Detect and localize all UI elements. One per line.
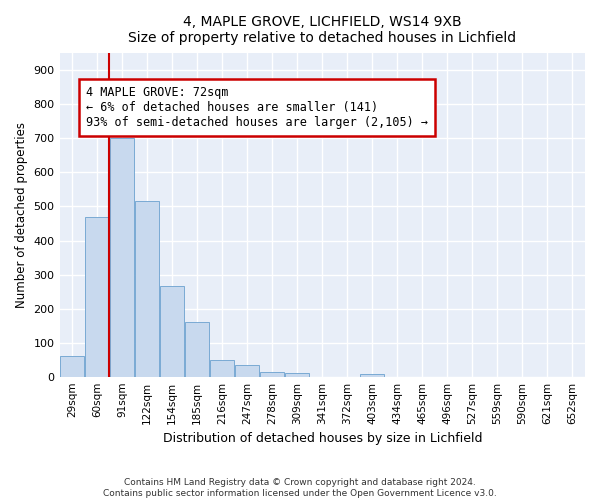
Bar — [135, 202, 159, 376]
X-axis label: Distribution of detached houses by size in Lichfield: Distribution of detached houses by size … — [163, 432, 482, 445]
Text: 4 MAPLE GROVE: 72sqm
← 6% of detached houses are smaller (141)
93% of semi-detac: 4 MAPLE GROVE: 72sqm ← 6% of detached ho… — [86, 86, 428, 128]
Bar — [286, 374, 309, 376]
Bar — [235, 365, 259, 376]
Bar — [160, 286, 184, 376]
Bar — [85, 216, 109, 376]
Title: 4, MAPLE GROVE, LICHFIELD, WS14 9XB
Size of property relative to detached houses: 4, MAPLE GROVE, LICHFIELD, WS14 9XB Size… — [128, 15, 517, 45]
Y-axis label: Number of detached properties: Number of detached properties — [15, 122, 28, 308]
Bar — [260, 372, 284, 376]
Bar — [60, 356, 84, 376]
Bar — [210, 360, 234, 376]
Bar — [361, 374, 384, 376]
Bar — [110, 138, 134, 376]
Bar — [185, 322, 209, 376]
Text: Contains HM Land Registry data © Crown copyright and database right 2024.
Contai: Contains HM Land Registry data © Crown c… — [103, 478, 497, 498]
